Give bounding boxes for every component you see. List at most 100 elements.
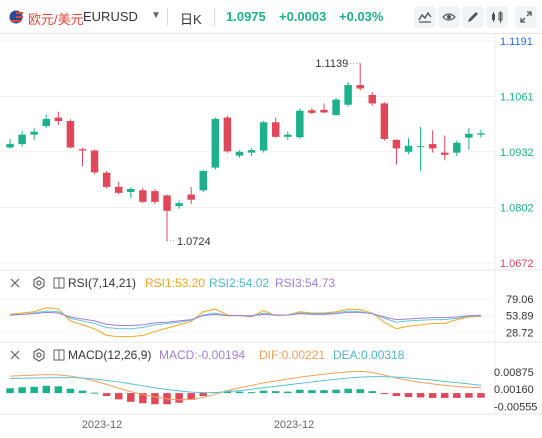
- candle: [296, 108, 304, 139]
- macd-bar: [440, 393, 449, 398]
- candle-body: [477, 133, 485, 135]
- macd-bar: [114, 393, 123, 400]
- divider: [167, 8, 168, 26]
- candle: [151, 189, 159, 204]
- macd-bar: [247, 392, 256, 394]
- candle-body: [465, 133, 473, 138]
- candle: [404, 138, 413, 155]
- dif-value: DIF:0.00221: [259, 348, 326, 362]
- macd-bar: [271, 391, 280, 394]
- macd-bar: [139, 393, 147, 404]
- candle-body: [320, 109, 328, 113]
- candle-body: [440, 152, 449, 155]
- macd-bar: [151, 393, 159, 405]
- candle: [332, 97, 340, 116]
- candle-body: [344, 85, 352, 105]
- macd-tick-label: -0.00555: [494, 402, 537, 414]
- candle-body: [332, 99, 340, 115]
- macd-bar: [199, 393, 207, 396]
- candle: [477, 129, 485, 138]
- line-chart-icon: [418, 11, 432, 23]
- candle: [235, 150, 244, 158]
- macd-bar: [127, 393, 135, 402]
- price-change: +0.0003: [279, 9, 327, 24]
- macd-bar: [187, 393, 195, 400]
- macd-bar: [368, 391, 377, 394]
- candle-body: [416, 146, 425, 148]
- macd-bar: [332, 389, 340, 394]
- candle-body: [296, 110, 304, 138]
- macd-bar: [30, 386, 38, 394]
- rsi-line-3: [10, 311, 481, 327]
- macd-bar: [18, 387, 26, 394]
- chart-style-button[interactable]: [486, 6, 508, 28]
- macd-panel: 0.00875 0.00160 -0.00555: [6, 367, 537, 414]
- rsi3-value: RSI3:54.73: [275, 276, 336, 290]
- settings-icon[interactable]: [32, 276, 46, 290]
- macd-bar: [320, 390, 328, 394]
- candle-body: [453, 142, 461, 153]
- candle: [465, 127, 473, 151]
- candle: [259, 120, 268, 153]
- draw-button[interactable]: [462, 6, 484, 28]
- macd-bar: [404, 393, 413, 397]
- chevron-down-icon[interactable]: ▼: [151, 10, 161, 21]
- dif-line: [10, 370, 481, 401]
- candle: [18, 131, 26, 147]
- candle-body: [211, 118, 220, 168]
- price-tick-label: 1.1061: [500, 92, 534, 104]
- candle: [90, 149, 99, 175]
- candle-body: [114, 186, 123, 193]
- candle: [223, 115, 232, 153]
- candle-body: [368, 94, 377, 104]
- divider: [214, 8, 215, 26]
- annotations: 1.1139 1.0724: [167, 58, 361, 248]
- indicator-box-icon[interactable]: [53, 277, 65, 289]
- candle: [320, 103, 328, 114]
- price-change-percent: +0.03%: [339, 9, 384, 24]
- candle-body: [284, 134, 292, 137]
- candle-body: [66, 120, 75, 148]
- symbol-code[interactable]: EURUSD: [83, 9, 138, 24]
- macd-bar: [54, 386, 63, 394]
- close-icon[interactable]: [10, 278, 20, 288]
- candle: [199, 169, 207, 192]
- macd-bar: [392, 393, 401, 396]
- candle: [6, 138, 14, 149]
- rsi-tick-label: 53.89: [506, 311, 534, 323]
- candle-body: [404, 145, 413, 152]
- settings-icon[interactable]: [32, 348, 46, 362]
- rsi2-value: RSI2:54.02: [209, 276, 270, 290]
- candle: [416, 126, 425, 171]
- close-icon[interactable]: [10, 350, 20, 360]
- rsi-panel: 79.06 53.89 28.72: [0, 294, 534, 339]
- period-selector[interactable]: 日K: [180, 12, 202, 27]
- fullscreen-button[interactable]: [515, 6, 537, 28]
- macd-bar: [356, 389, 364, 394]
- macd-bar: [259, 390, 268, 394]
- time-tick-label: 2023-12: [274, 419, 314, 431]
- candle: [308, 108, 316, 115]
- low-annotation: 1.0724: [177, 236, 211, 248]
- candle-body: [102, 172, 111, 187]
- line-chart-button[interactable]: [414, 6, 436, 28]
- macd-bar: [42, 385, 51, 394]
- chart-area[interactable]: 1.1191 1.1061 1.0932 1.0802 1.0672 1.1139 1.0…: [0, 34, 542, 438]
- macd-tick-label: 0.00160: [494, 384, 534, 396]
- candle-body: [163, 195, 171, 211]
- hide-button[interactable]: [438, 6, 460, 28]
- macd-bar: [235, 391, 244, 394]
- candle: [440, 135, 449, 161]
- macd-value: MACD:-0.00194: [159, 348, 246, 362]
- price-axis: 1.1191 1.1061 1.0932 1.0802 1.0672: [500, 36, 534, 270]
- indicator-box-icon[interactable]: [53, 349, 65, 361]
- candle-body: [356, 85, 364, 89]
- macd-bar: [78, 390, 87, 394]
- candle-body: [90, 150, 99, 173]
- toolbar: 欧元/美元 EURUSD ▼ 日K 1.0975 +0.0003 +0.03%: [0, 0, 542, 34]
- pair-name[interactable]: 欧元/美元: [28, 12, 84, 27]
- candle-body: [428, 144, 437, 149]
- price-tick-label: 1.0802: [500, 202, 534, 214]
- candle: [30, 128, 38, 140]
- candle-body: [18, 134, 26, 145]
